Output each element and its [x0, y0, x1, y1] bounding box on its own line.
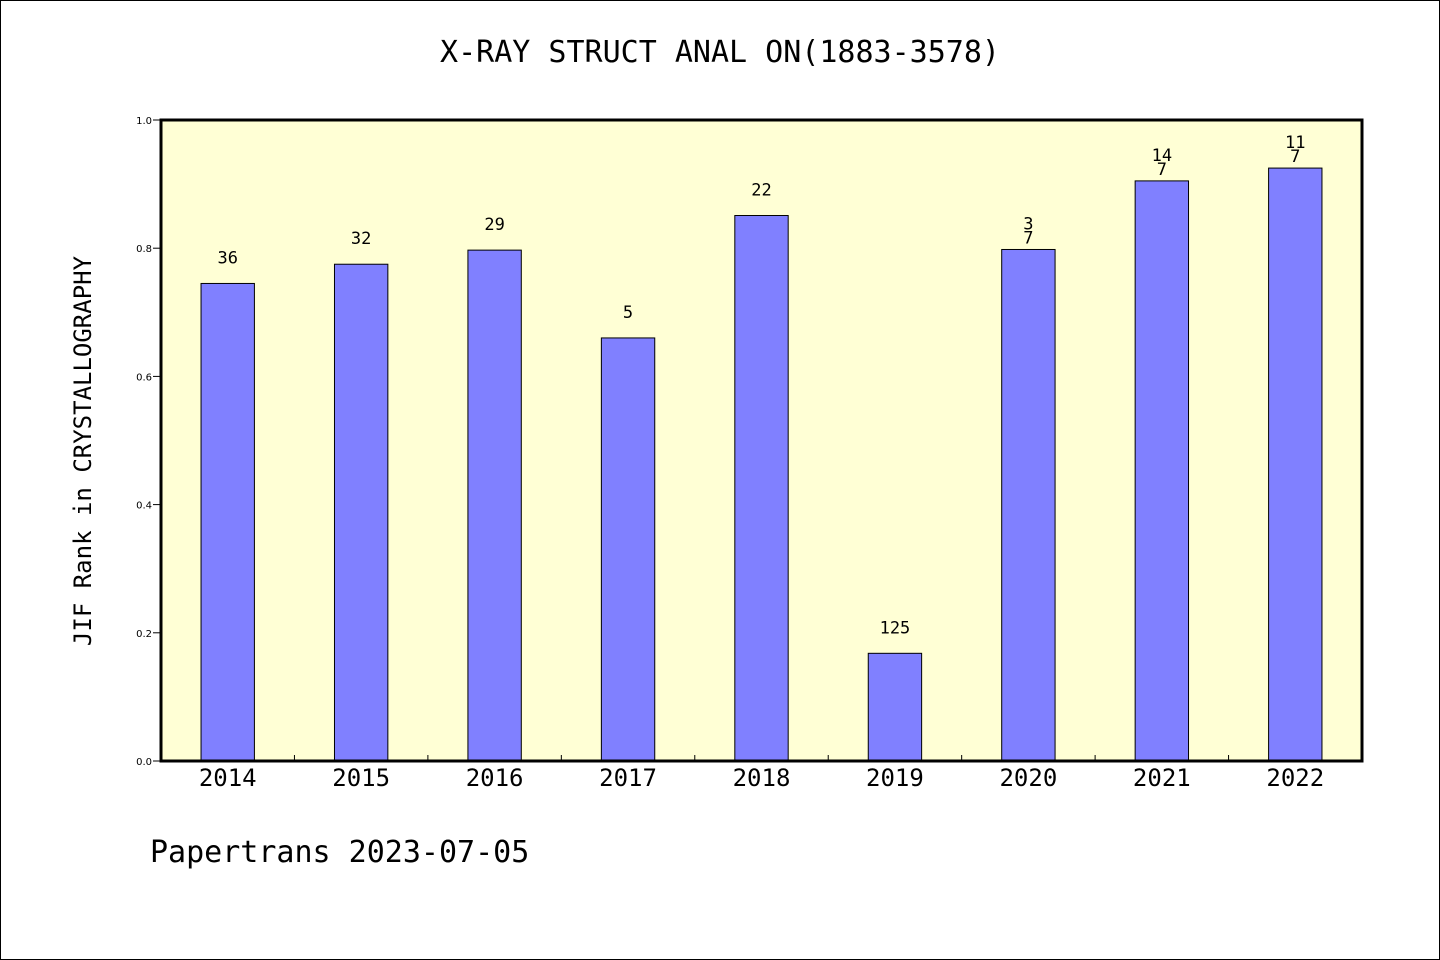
bar-data-label: 7	[1023, 228, 1033, 248]
bar-data-label: 14	[1152, 146, 1172, 166]
bar	[600, 337, 656, 762]
bar-data-label: 29	[484, 215, 504, 235]
bar-data-label: 7	[1157, 160, 1167, 180]
x-tick-label: 2016	[466, 764, 524, 792]
x-tick-label: 2014	[199, 764, 257, 792]
plot-border	[159, 118, 1364, 763]
bar-data-label: 11	[1285, 133, 1305, 153]
bar	[734, 215, 789, 762]
x-tick-label: 2020	[999, 764, 1057, 792]
x-tick-label: 2015	[332, 764, 390, 792]
bar-data-label: 3	[1023, 214, 1033, 234]
bar-data-label: 22	[751, 181, 771, 201]
y-tick-label: 0.0	[136, 757, 152, 768]
bar	[467, 249, 522, 762]
x-tick-label: 2018	[733, 764, 791, 792]
bar	[1268, 167, 1323, 762]
bar-data-label: 7	[1290, 147, 1300, 167]
footer-text: Papertrans 2023-07-05	[150, 835, 530, 870]
bar-data-label: 125	[880, 618, 911, 638]
bar	[200, 282, 255, 762]
bar	[1001, 248, 1056, 762]
x-tick-label: 2017	[599, 764, 657, 792]
x-tick-label: 2022	[1266, 764, 1324, 792]
bar	[333, 263, 389, 762]
y-tick-label: 0.2	[136, 629, 152, 640]
chart-title: X-RAY STRUCT ANAL ON(1883-3578)	[440, 35, 1000, 70]
y-tick-label: 1.0	[136, 116, 152, 127]
bar-data-label: 32	[351, 229, 371, 249]
bar	[1134, 180, 1190, 762]
y-tick-label: 0.6	[136, 372, 152, 383]
bar-data-label: 36	[217, 248, 237, 268]
x-tick-label: 2019	[866, 764, 924, 792]
bar-data-label: 5	[623, 303, 633, 323]
x-tick-label: 2021	[1133, 764, 1191, 792]
y-tick-label: 0.4	[136, 501, 152, 512]
bar	[867, 652, 923, 762]
y-tick-label: 0.8	[136, 244, 152, 255]
